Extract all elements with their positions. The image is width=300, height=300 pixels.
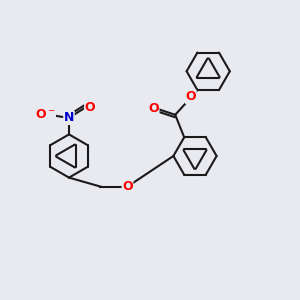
Text: O$^-$: O$^-$ [34, 108, 56, 122]
Text: O: O [122, 180, 133, 193]
Text: O: O [148, 102, 159, 115]
Text: O: O [185, 90, 196, 103]
Text: N: N [64, 111, 74, 124]
Text: O: O [85, 101, 95, 114]
